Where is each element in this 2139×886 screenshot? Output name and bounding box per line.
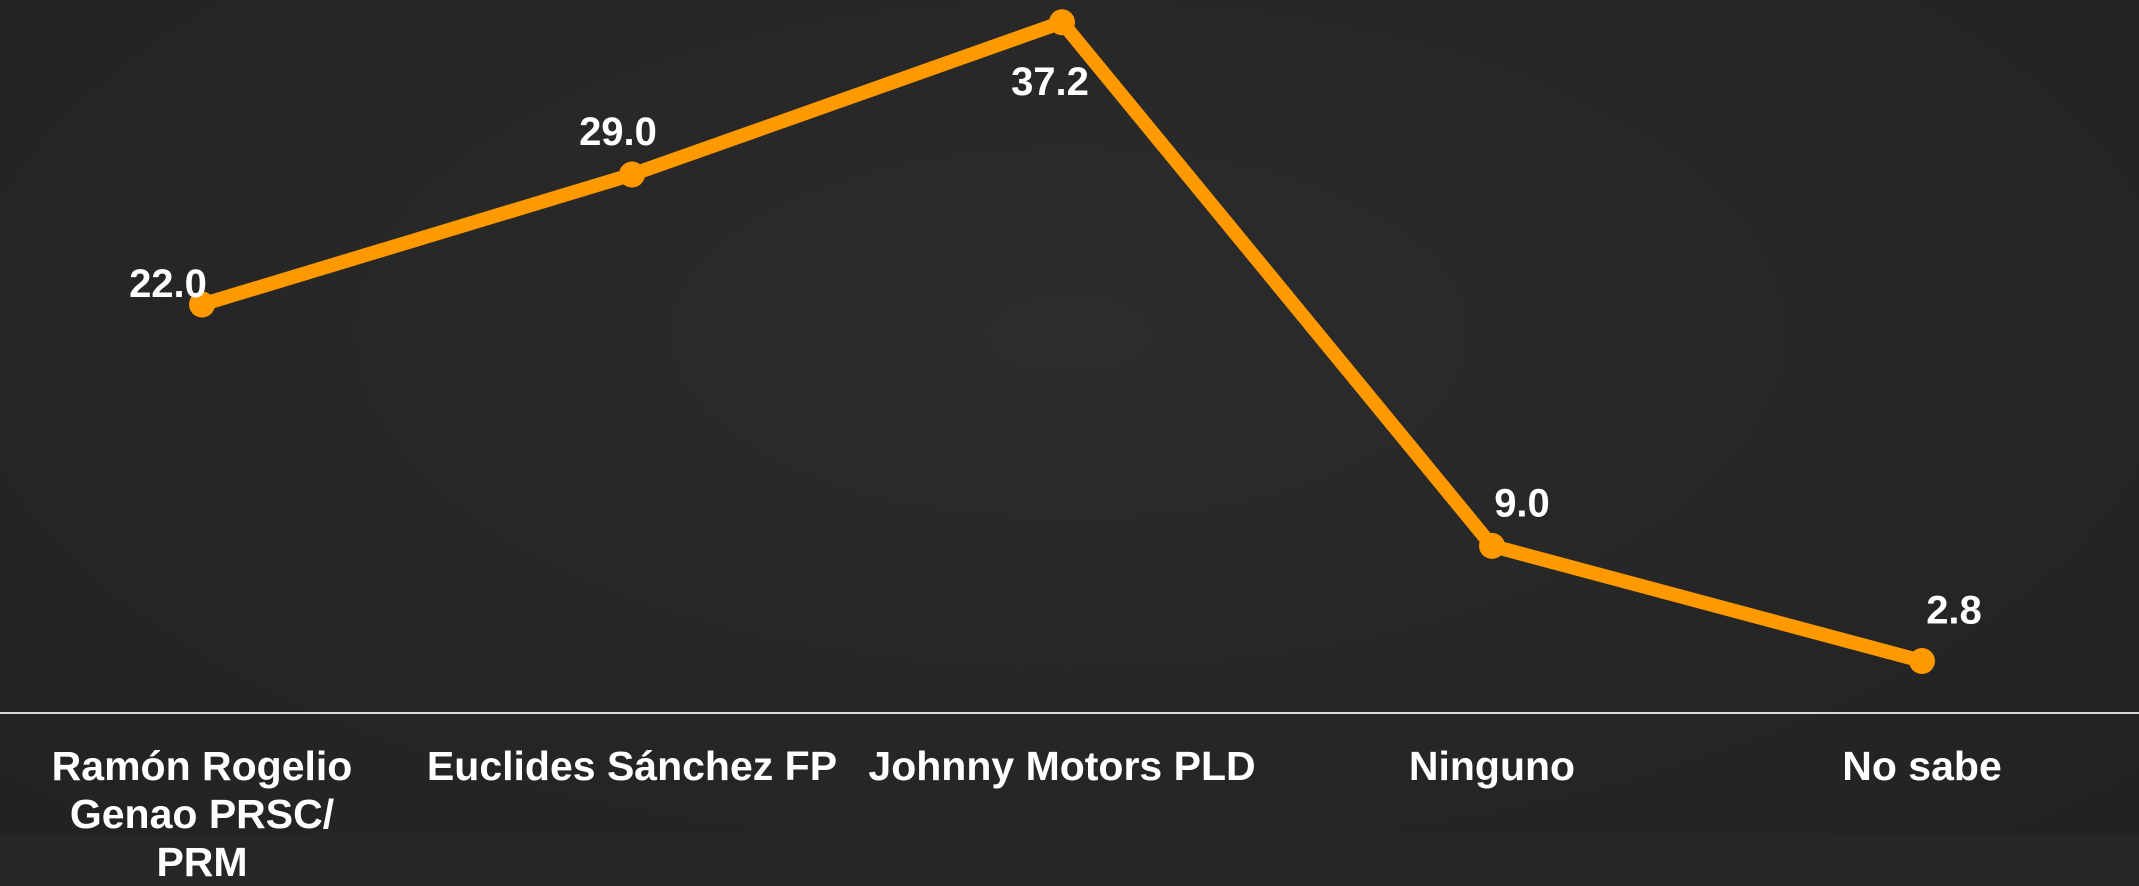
x-tick-label: No sabe [1842,743,2002,789]
x-tick-label: Euclides Sánchez FP [426,743,838,789]
data-label: 22.0 [129,262,207,306]
marker [1479,532,1505,559]
data-label: 9.0 [1494,481,1550,525]
chart: 22.0 29.0 37.2 9.0 2.8 [0,9,2139,714]
background [0,0,2139,834]
data-label: 2.8 [1926,589,1982,633]
marker [189,291,215,318]
marker [619,161,645,188]
x-tick-label: Ninguno [1408,743,1576,789]
marker [1909,648,1935,675]
data-label: 37.2 [1011,60,1089,104]
x-tick-label: Johnny Motors PLD [868,743,1256,789]
marker [1049,9,1075,36]
line [199,15,1924,668]
x-tick-label: Ramón Rogelio Genao PRSC/ PRM [51,743,353,885]
data-label: 29.0 [579,110,657,154]
